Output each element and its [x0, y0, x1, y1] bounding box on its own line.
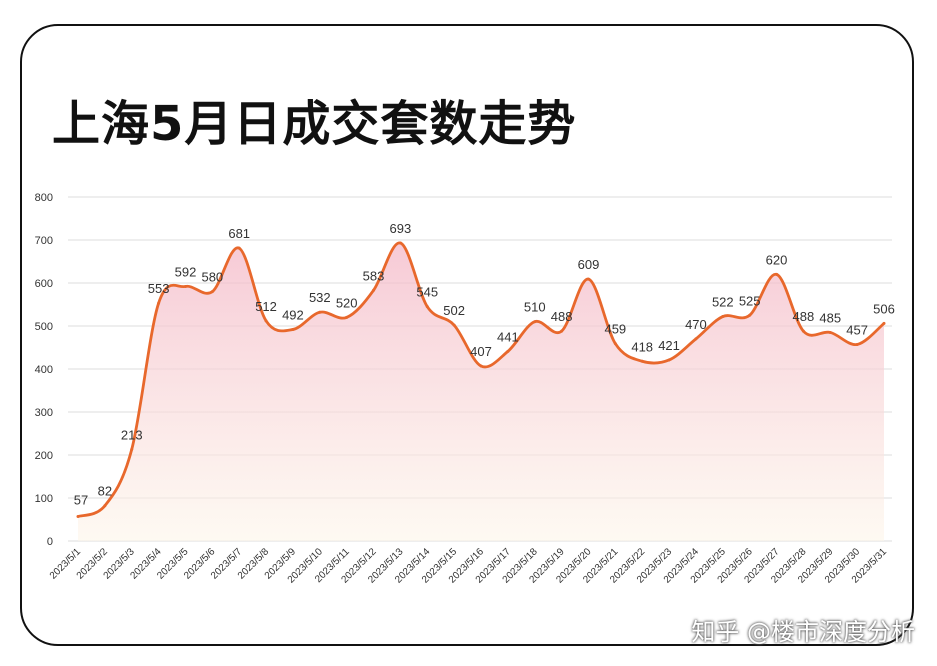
- data-point: [345, 315, 349, 319]
- data-label: 693: [390, 221, 412, 236]
- data-label: 506: [873, 301, 895, 316]
- data-point: [210, 290, 214, 294]
- data-point: [291, 327, 295, 331]
- data-label: 488: [793, 309, 815, 324]
- data-label: 459: [604, 322, 626, 337]
- chart-title: 上海5月日成交套数走势: [52, 96, 577, 152]
- data-label: 57: [74, 492, 88, 507]
- data-label: 583: [363, 268, 385, 283]
- data-point: [694, 337, 698, 341]
- data-point: [640, 359, 644, 363]
- data-point: [775, 272, 779, 276]
- data-point: [586, 277, 590, 281]
- data-point: [533, 320, 537, 324]
- y-tick-label: 300: [35, 407, 53, 419]
- y-tick-label: 0: [47, 536, 53, 548]
- data-point: [855, 342, 859, 346]
- data-label: 213: [121, 427, 143, 442]
- y-tick-label: 800: [35, 192, 53, 204]
- data-label: 620: [766, 252, 788, 267]
- data-point: [506, 349, 510, 353]
- data-label: 609: [578, 257, 600, 272]
- data-point: [130, 447, 134, 451]
- data-point: [318, 310, 322, 314]
- data-label: 82: [98, 484, 112, 499]
- data-label: 470: [685, 317, 707, 332]
- data-point: [882, 321, 886, 325]
- data-point: [748, 313, 752, 317]
- data-label: 532: [309, 290, 331, 305]
- data-label: 520: [336, 295, 358, 310]
- data-point: [157, 301, 161, 305]
- data-label: 457: [846, 322, 868, 337]
- data-label: 681: [228, 226, 250, 241]
- data-label: 512: [255, 299, 277, 314]
- data-point: [372, 288, 376, 292]
- data-label: 553: [148, 281, 170, 296]
- data-point: [479, 364, 483, 368]
- data-label: 510: [524, 300, 546, 315]
- data-label: 492: [282, 307, 304, 322]
- data-label: 502: [443, 303, 465, 318]
- data-label: 580: [201, 270, 223, 285]
- watermark: 知乎 @楼市深度分析: [691, 618, 915, 646]
- data-point: [183, 284, 187, 288]
- data-point: [560, 329, 564, 333]
- data-point: [425, 305, 429, 309]
- data-label: 421: [658, 338, 680, 353]
- data-label: 418: [631, 339, 653, 354]
- data-point: [103, 504, 107, 508]
- y-tick-label: 100: [35, 493, 53, 505]
- y-tick-label: 700: [35, 235, 53, 247]
- data-label: 485: [819, 310, 841, 325]
- data-label: 407: [470, 344, 492, 359]
- y-tick-label: 500: [35, 321, 53, 333]
- data-point: [452, 323, 456, 327]
- data-point: [613, 342, 617, 346]
- data-label: 441: [497, 329, 519, 344]
- y-tick-label: 600: [35, 278, 53, 290]
- data-point: [801, 329, 805, 333]
- data-point: [667, 358, 671, 362]
- data-label: 545: [416, 285, 438, 300]
- data-point: [721, 315, 725, 319]
- data-label: 488: [551, 309, 573, 324]
- data-point: [828, 330, 832, 334]
- data-point: [76, 514, 80, 518]
- y-tick-label: 200: [35, 450, 53, 462]
- data-point: [398, 241, 402, 245]
- y-tick-label: 400: [35, 364, 53, 376]
- data-point: [237, 246, 241, 250]
- data-point: [264, 319, 268, 323]
- data-label: 522: [712, 295, 734, 310]
- data-label: 525: [739, 293, 761, 308]
- data-label: 592: [175, 264, 197, 279]
- area-fill: [78, 242, 884, 541]
